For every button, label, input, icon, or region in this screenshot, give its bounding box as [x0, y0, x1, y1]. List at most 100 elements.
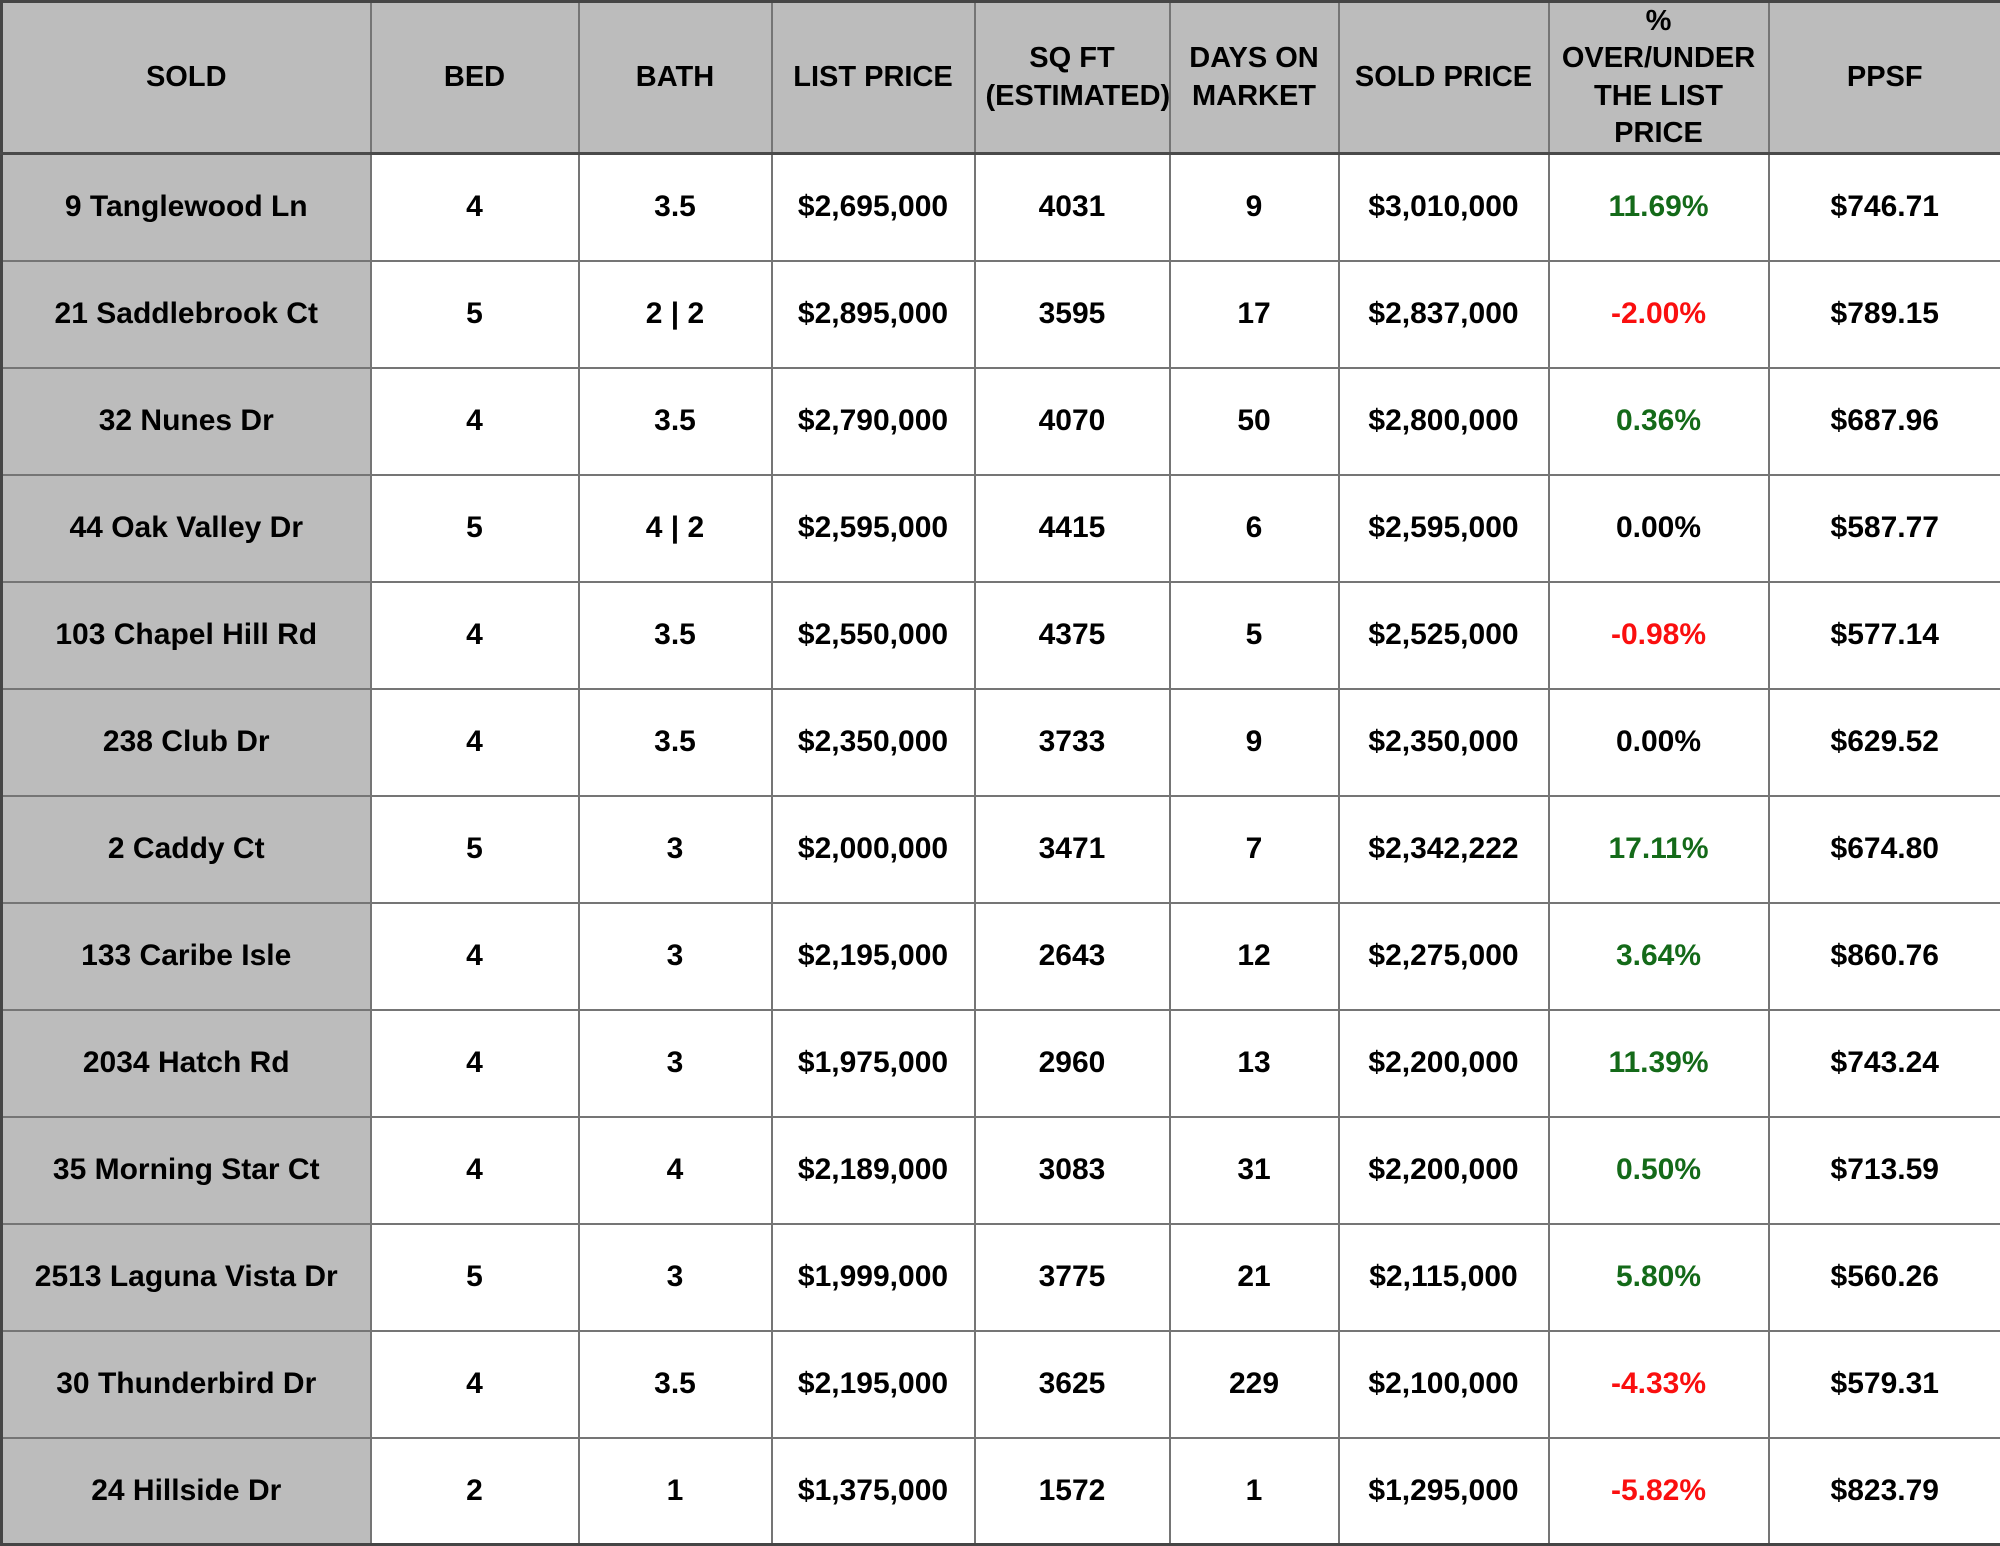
cell-days_on_market: 6 — [1170, 475, 1339, 582]
column-header-sqft: SQ FT (ESTIMATED) — [975, 2, 1170, 154]
cell-sold_price: $2,800,000 — [1339, 368, 1549, 475]
cell-sqft: 3733 — [975, 689, 1170, 796]
cell-address: 44 Oak Valley Dr — [2, 475, 371, 582]
cell-list_price: $2,790,000 — [772, 368, 975, 475]
cell-address: 2 Caddy Ct — [2, 796, 371, 903]
cell-sold_price: $3,010,000 — [1339, 154, 1549, 261]
cell-sold_price: $1,295,000 — [1339, 1438, 1549, 1545]
cell-list_price: $2,195,000 — [772, 1331, 975, 1438]
cell-ppsf: $823.79 — [1769, 1438, 2000, 1545]
cell-pct_over_under: 5.80% — [1549, 1224, 1769, 1331]
cell-sold_price: $2,100,000 — [1339, 1331, 1549, 1438]
cell-address: 21 Saddlebrook Ct — [2, 261, 371, 368]
cell-bed: 4 — [371, 582, 579, 689]
cell-pct_over_under: 0.36% — [1549, 368, 1769, 475]
cell-sold_price: $2,200,000 — [1339, 1010, 1549, 1117]
cell-days_on_market: 7 — [1170, 796, 1339, 903]
column-header-ppsf: PPSF — [1769, 2, 2000, 154]
cell-pct_over_under: -2.00% — [1549, 261, 1769, 368]
cell-list_price: $2,195,000 — [772, 903, 975, 1010]
cell-address: 238 Club Dr — [2, 689, 371, 796]
cell-pct_over_under: 3.64% — [1549, 903, 1769, 1010]
cell-address: 103 Chapel Hill Rd — [2, 582, 371, 689]
cell-days_on_market: 12 — [1170, 903, 1339, 1010]
cell-ppsf: $579.31 — [1769, 1331, 2000, 1438]
cell-sold_price: $2,350,000 — [1339, 689, 1549, 796]
cell-bed: 4 — [371, 1117, 579, 1224]
cell-bed: 4 — [371, 1331, 579, 1438]
cell-list_price: $2,189,000 — [772, 1117, 975, 1224]
cell-days_on_market: 21 — [1170, 1224, 1339, 1331]
cell-days_on_market: 5 — [1170, 582, 1339, 689]
cell-bath: 3.5 — [579, 582, 772, 689]
cell-pct_over_under: 17.11% — [1549, 796, 1769, 903]
cell-sqft: 1572 — [975, 1438, 1170, 1545]
cell-bath: 3 — [579, 796, 772, 903]
cell-list_price: $2,550,000 — [772, 582, 975, 689]
cell-bath: 3.5 — [579, 1331, 772, 1438]
cell-bed: 4 — [371, 689, 579, 796]
cell-bed: 5 — [371, 261, 579, 368]
cell-days_on_market: 17 — [1170, 261, 1339, 368]
cell-sqft: 4070 — [975, 368, 1170, 475]
cell-address: 133 Caribe Isle — [2, 903, 371, 1010]
cell-sqft: 3775 — [975, 1224, 1170, 1331]
cell-bed: 2 — [371, 1438, 579, 1545]
cell-days_on_market: 50 — [1170, 368, 1339, 475]
column-header-bath: BATH — [579, 2, 772, 154]
cell-bath: 3.5 — [579, 689, 772, 796]
cell-sqft: 3083 — [975, 1117, 1170, 1224]
column-header-bed: BED — [371, 2, 579, 154]
cell-address: 24 Hillside Dr — [2, 1438, 371, 1545]
cell-address: 9 Tanglewood Ln — [2, 154, 371, 261]
cell-sold_price: $2,200,000 — [1339, 1117, 1549, 1224]
cell-ppsf: $860.76 — [1769, 903, 2000, 1010]
cell-bed: 4 — [371, 154, 579, 261]
cell-sqft: 4415 — [975, 475, 1170, 582]
cell-sqft: 3595 — [975, 261, 1170, 368]
cell-sold_price: $2,595,000 — [1339, 475, 1549, 582]
column-header-days_on_market: DAYS ON MARKET — [1170, 2, 1339, 154]
cell-bed: 4 — [371, 903, 579, 1010]
cell-sqft: 4375 — [975, 582, 1170, 689]
cell-sqft: 2643 — [975, 903, 1170, 1010]
cell-sold_price: $2,342,222 — [1339, 796, 1549, 903]
cell-ppsf: $743.24 — [1769, 1010, 2000, 1117]
cell-pct_over_under: -0.98% — [1549, 582, 1769, 689]
cell-ppsf: $577.14 — [1769, 582, 2000, 689]
cell-bed: 5 — [371, 475, 579, 582]
cell-list_price: $2,695,000 — [772, 154, 975, 261]
cell-bath: 4 | 2 — [579, 475, 772, 582]
cell-ppsf: $629.52 — [1769, 689, 2000, 796]
cell-list_price: $1,999,000 — [772, 1224, 975, 1331]
cell-ppsf: $789.15 — [1769, 261, 2000, 368]
cell-sqft: 4031 — [975, 154, 1170, 261]
cell-pct_over_under: 0.00% — [1549, 689, 1769, 796]
cell-pct_over_under: 11.69% — [1549, 154, 1769, 261]
cell-list_price: $1,375,000 — [772, 1438, 975, 1545]
cell-list_price: $2,000,000 — [772, 796, 975, 903]
cell-ppsf: $713.59 — [1769, 1117, 2000, 1224]
cell-days_on_market: 13 — [1170, 1010, 1339, 1117]
cell-list_price: $2,350,000 — [772, 689, 975, 796]
cell-list_price: $2,895,000 — [772, 261, 975, 368]
cell-sold_price: $2,115,000 — [1339, 1224, 1549, 1331]
cell-days_on_market: 9 — [1170, 689, 1339, 796]
cell-list_price: $2,595,000 — [772, 475, 975, 582]
cell-address: 2513 Laguna Vista Dr — [2, 1224, 371, 1331]
cell-bed: 5 — [371, 1224, 579, 1331]
cell-sold_price: $2,837,000 — [1339, 261, 1549, 368]
cell-sqft: 3471 — [975, 796, 1170, 903]
column-header-list_price: LIST PRICE — [772, 2, 975, 154]
cell-bed: 4 — [371, 368, 579, 475]
